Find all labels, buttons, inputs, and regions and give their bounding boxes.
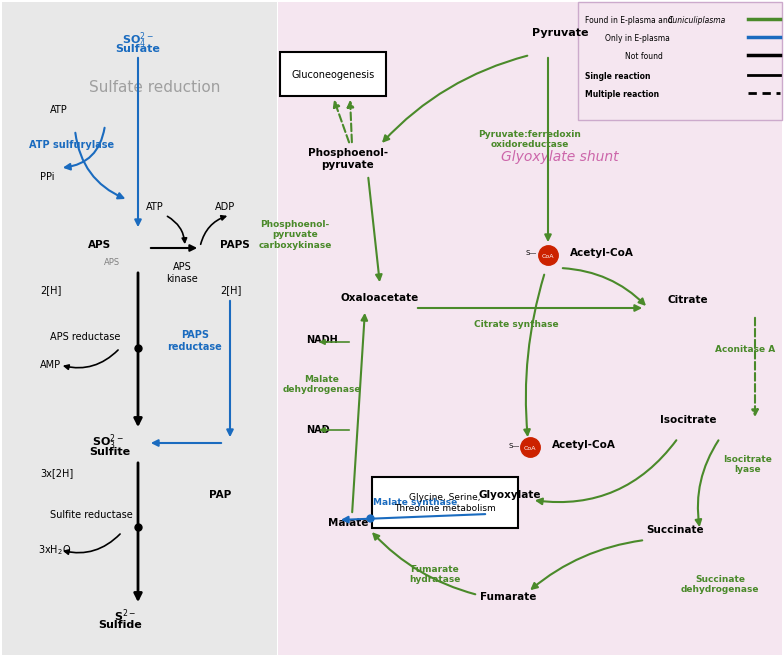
Text: Single reaction: Single reaction [585, 72, 651, 81]
Text: Glyoxylate: Glyoxylate [479, 490, 541, 500]
Text: ATP sulfurylase: ATP sulfurylase [30, 140, 114, 150]
Text: ATP: ATP [146, 202, 164, 212]
Text: Pyruvate:ferredoxin
oxidoreductase: Pyruvate:ferredoxin oxidoreductase [478, 130, 582, 149]
Text: Not found: Not found [625, 52, 663, 61]
Text: Malate
dehydrogenase: Malate dehydrogenase [283, 375, 361, 394]
Text: Malate synthase: Malate synthase [373, 498, 457, 507]
Text: NAD: NAD [306, 425, 329, 435]
FancyBboxPatch shape [280, 52, 386, 96]
Text: Sulfite reductase: Sulfite reductase [50, 510, 132, 520]
Text: APS
kinase: APS kinase [166, 262, 198, 284]
Text: Acetyl-CoA: Acetyl-CoA [552, 440, 616, 450]
Text: Isocitrate: Isocitrate [660, 415, 717, 425]
Text: Aconitase A: Aconitase A [715, 345, 775, 354]
Text: S—: S— [509, 443, 520, 449]
Text: Glycine, Serine,
Threonine metabolism: Glycine, Serine, Threonine metabolism [394, 493, 495, 512]
Text: ADP: ADP [215, 202, 235, 212]
Text: 3x[2H]: 3x[2H] [40, 468, 73, 478]
FancyBboxPatch shape [2, 2, 277, 655]
FancyBboxPatch shape [278, 2, 782, 655]
Text: CoA: CoA [542, 254, 554, 258]
Text: Multiple reaction: Multiple reaction [585, 90, 659, 99]
Text: Glyoxylate shunt: Glyoxylate shunt [501, 150, 619, 164]
Text: S$^{2-}$: S$^{2-}$ [114, 607, 136, 623]
Text: ATP: ATP [50, 105, 67, 115]
Text: Isocitrate
lyase: Isocitrate lyase [724, 455, 772, 474]
Text: Citrate synthase: Citrate synthase [474, 320, 558, 329]
Text: Sulfate: Sulfate [115, 44, 161, 54]
Text: SO$_3^{2-}$: SO$_3^{2-}$ [93, 432, 124, 451]
Text: PAPS
reductase: PAPS reductase [168, 330, 223, 351]
Text: NADH: NADH [306, 335, 338, 345]
FancyBboxPatch shape [578, 2, 782, 120]
Text: Phosphoenol-
pyruvate: Phosphoenol- pyruvate [308, 148, 388, 170]
Text: Malate: Malate [328, 518, 368, 528]
Text: APS reductase: APS reductase [50, 332, 121, 342]
Text: Sulfite: Sulfite [89, 447, 131, 457]
Text: PAPS: PAPS [220, 240, 250, 250]
Text: Cuniculiplasma: Cuniculiplasma [668, 16, 726, 25]
Text: S—: S— [525, 250, 537, 256]
Text: Succinate: Succinate [646, 525, 704, 535]
Text: Sulfate reduction: Sulfate reduction [89, 80, 220, 95]
Text: 2[H]: 2[H] [40, 285, 61, 295]
Text: CoA: CoA [524, 445, 536, 451]
Text: Fumarate: Fumarate [480, 592, 536, 602]
Text: APS: APS [89, 240, 111, 250]
FancyBboxPatch shape [372, 477, 518, 528]
Text: Only in E-plasma: Only in E-plasma [605, 34, 670, 43]
Text: Phosphoenol-
pyruvate
carboxykinase: Phosphoenol- pyruvate carboxykinase [258, 220, 332, 250]
Text: Found in E-plasma and: Found in E-plasma and [585, 16, 675, 25]
Text: Sulfide: Sulfide [98, 620, 142, 630]
Text: 3xH$_2$O: 3xH$_2$O [38, 543, 71, 556]
Text: AMP: AMP [40, 360, 61, 370]
Text: Oxaloacetate: Oxaloacetate [341, 293, 419, 303]
Text: Succinate
dehydrogenase: Succinate dehydrogenase [681, 575, 759, 595]
Text: Gluconeogenesis: Gluconeogenesis [292, 70, 375, 80]
Text: Citrate: Citrate [668, 295, 708, 305]
Text: Pyruvate: Pyruvate [532, 28, 588, 38]
Text: APS: APS [104, 258, 120, 267]
Text: PPi: PPi [40, 172, 55, 182]
Text: SO$_4^{2-}$: SO$_4^{2-}$ [122, 30, 154, 49]
Text: Acetyl-CoA: Acetyl-CoA [570, 248, 634, 258]
Text: PAP: PAP [209, 490, 231, 500]
Text: Fumarate
hydratase: Fumarate hydratase [409, 565, 461, 584]
Text: 2[H]: 2[H] [220, 285, 241, 295]
